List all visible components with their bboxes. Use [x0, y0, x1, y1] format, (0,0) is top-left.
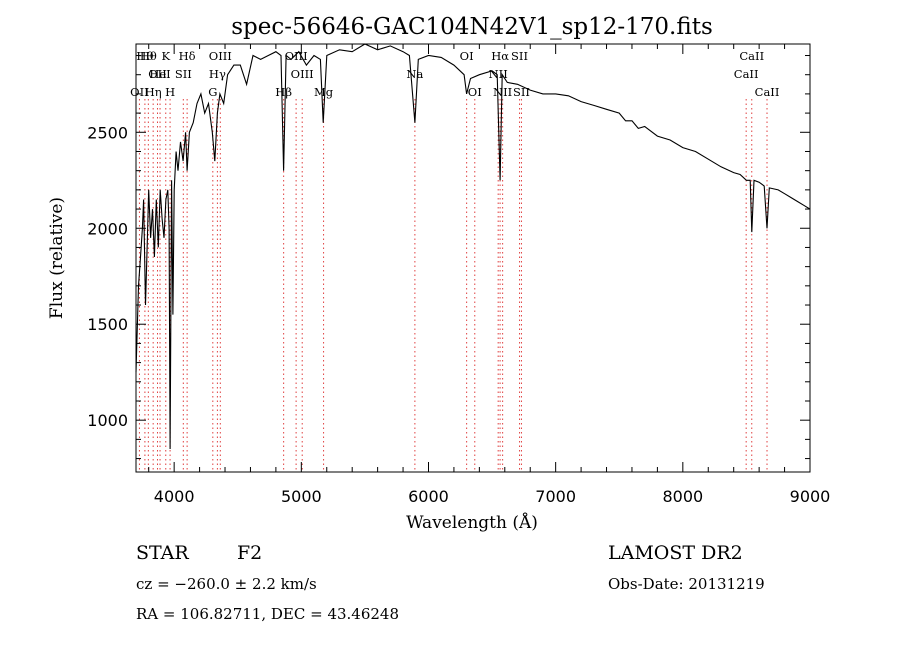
y-axis-label: Flux (relative) [47, 197, 67, 319]
spectral-line-label: Hδ [179, 49, 196, 63]
spectrum-line [135, 43, 811, 450]
object-subclass: F2 [237, 542, 262, 564]
spectral-line-label: Hη [145, 85, 162, 99]
plot-frame [135, 43, 811, 473]
x-axis-label: Wavelength (Å) [406, 512, 538, 533]
spectral-line-label: CaII [734, 67, 759, 81]
observation-date: Obs-Date: 20131219 [608, 575, 765, 593]
spectral-line-label: Mg [314, 85, 334, 99]
spectral-line-label: OII [148, 67, 167, 81]
spectral-line-label: Hα [491, 49, 509, 63]
spectral-line-label: SII [175, 67, 192, 81]
coordinates: RA = 106.82711, DEC = 43.46248 [136, 605, 399, 623]
spectral-line-label: Na [406, 67, 423, 81]
survey-name: LAMOST DR2 [608, 542, 743, 564]
x-tick-label: 4000 [154, 487, 195, 506]
spectral-line-label: Hθ [136, 49, 153, 63]
y-tick-label: 1500 [87, 315, 128, 334]
x-tick-label: 6000 [408, 487, 449, 506]
spectral-line-label: G [208, 85, 217, 99]
spectral-line-label: CaII [755, 85, 780, 99]
spectral-line-label: OII [130, 85, 149, 99]
spectral-line-label: CaII [739, 49, 764, 63]
spectral-line-label: K [161, 49, 170, 63]
y-tick-label: 2000 [87, 219, 128, 238]
x-tick-label: 8000 [662, 487, 703, 506]
spectral-line-label: SII [511, 49, 528, 63]
y-tick-label: 1000 [87, 411, 128, 430]
spectral-line-label: Hθ [140, 49, 157, 63]
spectral-line-label: OIII [291, 67, 314, 81]
chart-title: spec-56646-GAC104N42V1_sp12-170.fits [231, 14, 713, 40]
spectral-line-label: SII [513, 85, 530, 99]
spectral-line-label: Hγ [209, 67, 226, 81]
x-tick-label: 9000 [790, 487, 831, 506]
spectral-line-labels: OIIHθHθHηOIIHeIKHSIIHδGHγOIIIHβOIIIOIIIM… [130, 49, 779, 99]
spectral-line-label: OI [468, 85, 482, 99]
x-axis-ticks: 4000 5000 6000 7000 8000 9000 [148, 44, 831, 506]
spectral-line-label: NII [493, 85, 512, 99]
object-type: STAR [136, 542, 189, 564]
redshift-value: cz = −260.0 ± 2.2 km/s [136, 575, 317, 593]
y-tick-label: 2500 [87, 123, 128, 142]
spectral-line-label: HeI [149, 67, 170, 81]
spectral-line-label: Hβ [275, 85, 292, 99]
y-axis-ticks: 1000 1500 2000 2500 [87, 55, 810, 460]
spectral-line-label: OI [460, 49, 474, 63]
spectral-line-label: OIII [209, 49, 232, 63]
spectral-line-label: NII [489, 67, 508, 81]
spectral-line-label: H [165, 85, 175, 99]
x-tick-label: 7000 [535, 487, 576, 506]
x-tick-label: 5000 [281, 487, 322, 506]
spectral-line-markers [138, 99, 768, 472]
